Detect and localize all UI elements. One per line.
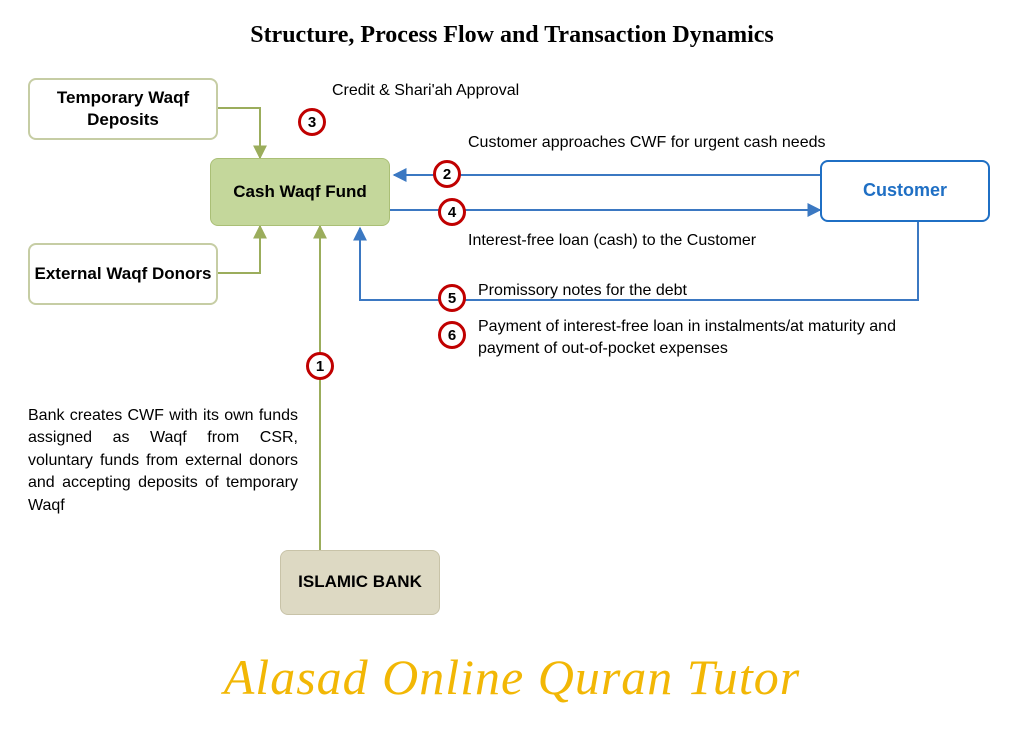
step-circle-5: 5 xyxy=(438,284,466,312)
step-circle-4: 4 xyxy=(438,198,466,226)
node-cash-waqf-fund: Cash Waqf Fund xyxy=(210,158,390,226)
node-external-waqf-donors: External Waqf Donors xyxy=(28,243,218,305)
node-temporary-waqf-deposits: Temporary Waqf Deposits xyxy=(28,78,218,140)
step-circle-1: 1 xyxy=(306,352,334,380)
label-step-4: Interest-free loan (cash) to the Custome… xyxy=(468,232,756,250)
label-step-3: Credit & Shari'ah Approval xyxy=(332,82,519,100)
step-circle-2: 2 xyxy=(433,160,461,188)
label-step-6: Payment of interest-free loan in instalm… xyxy=(478,316,898,359)
page-title: Structure, Process Flow and Transaction … xyxy=(0,22,1024,49)
node-islamic-bank: ISLAMIC BANK xyxy=(280,550,440,615)
label-step-2: Customer approaches CWF for urgent cash … xyxy=(468,134,826,152)
step-circle-3: 3 xyxy=(298,108,326,136)
label-step-5: Promissory notes for the debt xyxy=(478,282,687,300)
bank-description-text: Bank creates CWF with its own funds assi… xyxy=(28,405,298,517)
step-circle-6: 6 xyxy=(438,321,466,349)
watermark-text: Alasad Online Quran Tutor xyxy=(0,648,1024,706)
node-customer: Customer xyxy=(820,160,990,222)
